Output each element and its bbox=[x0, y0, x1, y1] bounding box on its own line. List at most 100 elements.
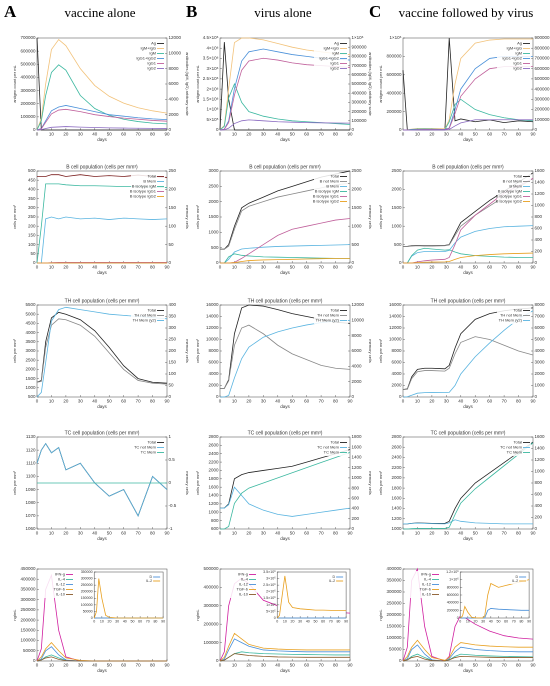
y-tick-label: 250 bbox=[28, 214, 36, 219]
y2-tick-label: 1200 bbox=[352, 465, 363, 470]
x-axis-label: days bbox=[280, 536, 290, 541]
chart: 6008001000120014001600180020002200240026… bbox=[195, 430, 373, 541]
legend-box bbox=[139, 574, 162, 584]
x-tick-label: 90 bbox=[530, 399, 536, 404]
y2-tick-label: 1 bbox=[169, 434, 172, 439]
legend-label: IgG1+IgG2 bbox=[502, 56, 522, 61]
x-tick-label: 70 bbox=[136, 265, 142, 270]
x-tick-label: 80 bbox=[150, 265, 156, 270]
y-tick-label: 1060 bbox=[25, 526, 36, 531]
y2-tick-label: 800000 bbox=[535, 45, 550, 50]
legend-label: IgG2 bbox=[330, 66, 339, 71]
legend-label: TC Mem bbox=[324, 450, 340, 455]
x-tick-label: 40 bbox=[92, 399, 98, 404]
x-tick-label: 10 bbox=[100, 619, 104, 623]
x-tick-label: 80 bbox=[516, 132, 522, 137]
x-tick-label: 50 bbox=[473, 663, 479, 668]
x-tick-label: 90 bbox=[530, 132, 536, 137]
x-tick-label: 10 bbox=[415, 663, 421, 668]
x-tick-label: 60 bbox=[121, 663, 127, 668]
x-tick-label: 0 bbox=[36, 663, 39, 668]
y-tick-label: 3×10⁶ bbox=[207, 66, 219, 71]
x-tick-label: 90 bbox=[347, 265, 353, 270]
y-tick-label: 0 bbox=[457, 616, 459, 620]
y-tick-label: 500000 bbox=[203, 566, 219, 571]
x-tick-label: 60 bbox=[304, 132, 310, 137]
legend-label: Total bbox=[148, 440, 157, 445]
legend-box bbox=[131, 307, 165, 324]
y2-tick-label: 1400 bbox=[535, 180, 546, 185]
y-tick-label: 100000 bbox=[203, 640, 219, 645]
x-tick-label: 80 bbox=[516, 663, 522, 668]
series-line bbox=[403, 519, 533, 525]
x-tick-label: 60 bbox=[304, 399, 310, 404]
y-tick-label: 400 bbox=[28, 187, 36, 192]
y2-tick-label: 400000 bbox=[352, 90, 368, 95]
y-tick-label: 1500 bbox=[208, 214, 219, 219]
y-tick-label: 2000 bbox=[391, 187, 402, 192]
y2-tick-label: 6000 bbox=[535, 325, 546, 330]
y2-tick-label: 2000 bbox=[352, 187, 363, 192]
x-tick-label: 40 bbox=[275, 399, 281, 404]
x-tick-label: 30 bbox=[444, 265, 450, 270]
x-tick-label: 80 bbox=[333, 663, 339, 668]
x-tick-label: 10 bbox=[415, 132, 421, 137]
x-tick-label: 0 bbox=[36, 132, 39, 137]
y2-tick-label: 12000 bbox=[169, 35, 182, 40]
legend-label: Total bbox=[331, 174, 340, 179]
y2-tick-label: 900000 bbox=[535, 35, 550, 40]
y-tick-label: 3000 bbox=[208, 168, 219, 173]
y-tick-label: 350000 bbox=[386, 578, 402, 583]
y-tick-label: 1.5×10⁶ bbox=[263, 596, 276, 600]
x-tick-label: 50 bbox=[107, 399, 113, 404]
x-tick-label: 10 bbox=[415, 265, 421, 270]
legend-label: B Mem bbox=[143, 179, 156, 184]
x-tick-label: 30 bbox=[78, 399, 84, 404]
x-tick-label: 20 bbox=[429, 531, 435, 536]
legend-label: B isotype IgG1 bbox=[130, 189, 157, 194]
x-tick-label: 40 bbox=[275, 265, 281, 270]
y-tick-label: 4000 bbox=[391, 371, 402, 376]
y2-tick-label: 400 bbox=[169, 302, 177, 307]
y2-axis-label: memory cells bbox=[368, 339, 373, 363]
x-tick-label: 40 bbox=[489, 619, 493, 623]
legend-label: Total bbox=[331, 440, 340, 445]
chart: 0500100015002000250002004006008001000120… bbox=[378, 164, 546, 275]
y-tick-label: 200000 bbox=[447, 608, 459, 612]
y2-tick-label: 800 bbox=[535, 214, 543, 219]
x-tick-label: 30 bbox=[78, 132, 84, 137]
y2-tick-label: 400 bbox=[535, 503, 543, 508]
x-tick-label: 70 bbox=[136, 399, 142, 404]
y2-tick-label: 100000 bbox=[535, 117, 550, 122]
legend-label: IL-10 bbox=[422, 592, 432, 597]
x-tick-label: 50 bbox=[290, 531, 296, 536]
y-tick-label: 0 bbox=[399, 260, 402, 265]
y-axis-label: cells per mm³ bbox=[195, 204, 200, 229]
x-axis-label: days bbox=[97, 536, 107, 541]
x-tick-label: 40 bbox=[92, 663, 98, 668]
chart: 0200040006000800010000120001400016000010… bbox=[378, 298, 546, 409]
y2-tick-label: 0 bbox=[352, 260, 355, 265]
x-tick-label: 20 bbox=[246, 531, 252, 536]
x-axis-label: days bbox=[97, 404, 107, 409]
y-tick-label: 1000 bbox=[25, 385, 36, 390]
y2-tick-label: 1000 bbox=[352, 223, 363, 228]
y-tick-label: 500 bbox=[211, 245, 219, 250]
series-line bbox=[402, 98, 534, 131]
x-tick-label: 20 bbox=[63, 663, 69, 668]
chart: 1000120014001600180020002200240026002800… bbox=[378, 430, 545, 541]
x-tick-label: 50 bbox=[290, 399, 296, 404]
legend-label: IgG1+IgG2 bbox=[319, 56, 339, 61]
legend-label: D bbox=[149, 575, 152, 579]
y-tick-label: 4.5×10⁶ bbox=[203, 35, 219, 40]
y-tick-label: 12000 bbox=[206, 325, 219, 330]
x-tick-label: 70 bbox=[319, 663, 325, 668]
x-tick-label: 30 bbox=[261, 531, 267, 536]
x-tick-label: 60 bbox=[121, 399, 127, 404]
x-tick-label: 40 bbox=[123, 619, 127, 623]
x-tick-label: 70 bbox=[319, 531, 325, 536]
chart-title: B cell population (cells per mm³) bbox=[249, 164, 321, 170]
series-line bbox=[220, 486, 351, 517]
y-tick-label: 2200 bbox=[208, 459, 219, 464]
x-tick-label: 0 bbox=[219, 399, 222, 404]
